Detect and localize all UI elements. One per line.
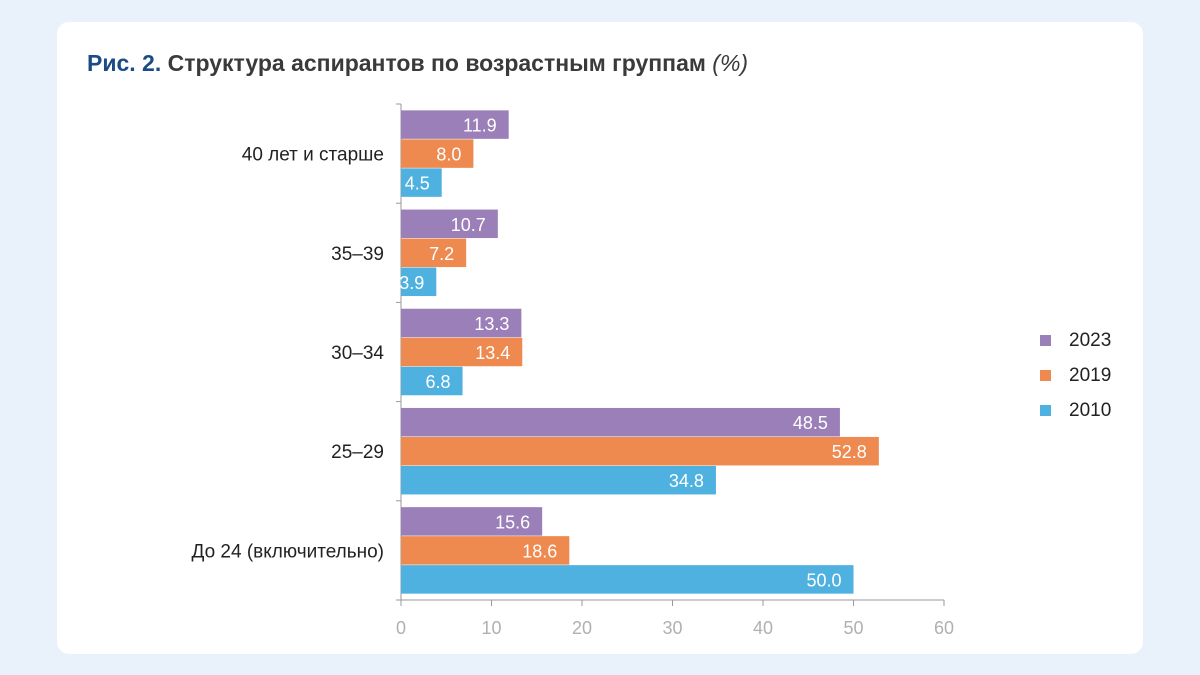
bar [401, 366, 463, 396]
legend-label: 2019 [1069, 365, 1112, 386]
data-label: 13.3 [474, 314, 509, 334]
bar [401, 139, 474, 168]
chart-card [57, 22, 1143, 654]
bar [401, 565, 854, 594]
data-label: 11.9 [463, 116, 497, 136]
data-label: 7.2 [429, 244, 454, 264]
legend-swatch [1040, 405, 1051, 416]
chart-title: Рис. 2. Структура аспирантов по возрастн… [87, 50, 748, 77]
x-tick-label: 20 [572, 618, 592, 638]
data-label: 52.8 [832, 442, 867, 462]
legend-swatch [1040, 335, 1051, 346]
bar [401, 308, 522, 338]
category-label: 25–29 [331, 442, 384, 463]
bar [401, 337, 523, 367]
data-label: 15.6 [495, 512, 530, 532]
x-tick-label: 40 [753, 618, 773, 638]
title-text: Структура аспирантов по возрастным групп… [167, 50, 706, 76]
bar [401, 507, 543, 536]
bar [401, 267, 437, 297]
x-tick-label: 50 [843, 618, 863, 638]
data-label: 34.8 [669, 471, 704, 491]
bar [401, 436, 879, 466]
title-unit: (%) [712, 50, 749, 76]
data-label: 50.0 [806, 570, 841, 590]
bar [401, 209, 498, 239]
bar [401, 407, 840, 437]
x-tick-label: 60 [934, 618, 954, 638]
bar [401, 536, 570, 565]
data-label: 10.7 [451, 215, 486, 235]
data-label: 3.9 [399, 273, 424, 293]
bar [401, 238, 467, 268]
data-label: 6.8 [426, 372, 451, 392]
x-tick-label: 10 [481, 618, 501, 638]
legend-swatch [1040, 370, 1051, 381]
category-label: 40 лет и старше [242, 145, 384, 166]
legend-label: 2010 [1069, 400, 1112, 421]
legend-label: 2023 [1069, 330, 1112, 351]
data-label: 13.4 [475, 343, 510, 363]
category-label: 30–34 [331, 343, 384, 364]
bar [401, 465, 716, 495]
category-label: 35–39 [331, 244, 384, 265]
x-tick-label: 0 [396, 618, 406, 638]
data-label: 18.6 [522, 541, 557, 561]
data-label: 48.5 [793, 413, 828, 433]
data-label: 8.0 [436, 145, 461, 165]
x-tick-label: 30 [662, 618, 682, 638]
category-label: До 24 (включительно) [191, 541, 384, 562]
data-label: 4.5 [405, 174, 430, 194]
figure-number: Рис. 2. [87, 50, 162, 76]
bar [401, 168, 442, 197]
bar [401, 110, 509, 139]
